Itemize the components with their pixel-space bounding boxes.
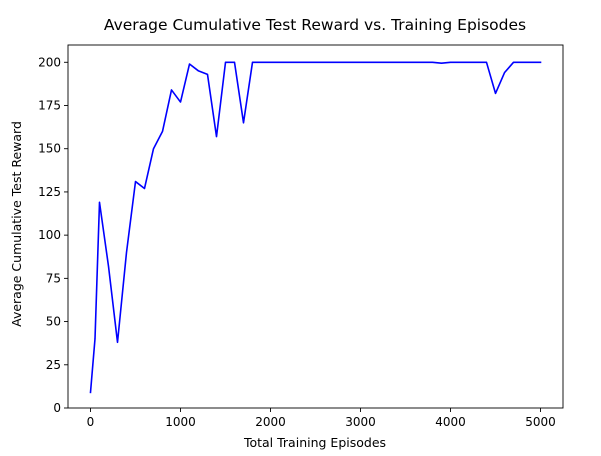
chart-title: Average Cumulative Test Reward vs. Train… — [104, 16, 526, 34]
y-tick-label: 25 — [46, 358, 61, 372]
x-tick-label: 2000 — [255, 415, 286, 429]
series-layer — [89, 61, 542, 394]
y-axis-label: Average Cumulative Test Reward — [9, 121, 24, 327]
x-tick-label: 1000 — [165, 415, 196, 429]
y-tick-label: 200 — [38, 55, 61, 69]
y-tick-label: 50 — [46, 315, 61, 329]
y-tick-label: 150 — [38, 142, 61, 156]
y-tick-label: 0 — [53, 401, 61, 415]
y-tick-label: 100 — [38, 228, 61, 242]
plot-frame — [67, 44, 564, 409]
y-tick-label: 75 — [46, 271, 61, 285]
y-tick-label: 125 — [38, 185, 61, 199]
x-tick-label: 3000 — [345, 415, 376, 429]
x-tick-label: 0 — [87, 415, 95, 429]
y-tick-label: 175 — [38, 99, 61, 113]
x-tick-label: 5000 — [525, 415, 556, 429]
axes-layer: 0 1000 2000 3000 4000 5000 0 25 50 75 100 125 150 175… — [38, 44, 564, 429]
x-tick-label: 4000 — [435, 415, 466, 429]
x-axis-label: Total Training Episodes — [243, 435, 386, 450]
series-line-0 — [89, 61, 542, 394]
